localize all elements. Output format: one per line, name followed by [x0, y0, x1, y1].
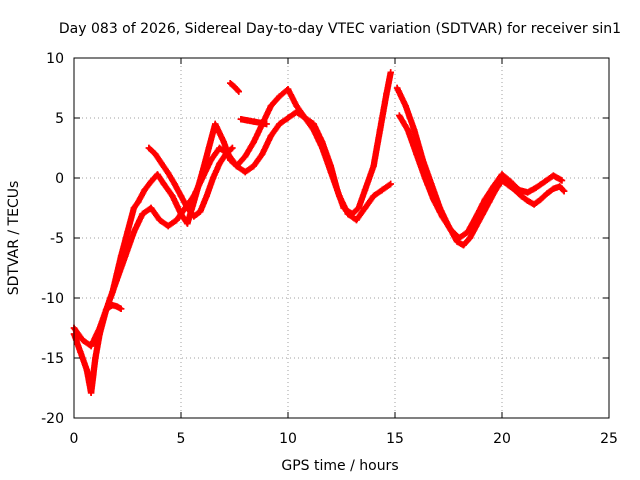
point-track	[145, 144, 236, 220]
x-axis-label: GPS time / hours	[281, 458, 398, 474]
y-tick-label: -10	[41, 291, 64, 307]
x-tick-label: 10	[279, 431, 297, 447]
point-track	[237, 116, 270, 128]
x-tick-label: 15	[386, 431, 404, 447]
grid-layer	[74, 58, 609, 418]
y-tick-label: 10	[46, 51, 64, 67]
series-sat-a	[70, 69, 394, 396]
series-sat-c	[145, 144, 236, 220]
y-tick-label: 0	[55, 171, 64, 187]
x-tick-label: 5	[177, 431, 186, 447]
y-tick-label: -15	[41, 351, 64, 367]
point-track	[70, 69, 394, 396]
y-tick-label: -20	[41, 411, 64, 427]
x-tick-label: 25	[600, 431, 618, 447]
chart-title: Day 083 of 2026, Sidereal Day-to-day VTE…	[59, 21, 621, 37]
series-sat-f	[237, 116, 270, 128]
point-track	[396, 112, 566, 242]
axis-layer: -20 -15 -10 -5 0 5 10 0 5 10 15 20 25	[41, 51, 618, 447]
y-axis-label: SDTVAR / TECUs	[6, 181, 22, 296]
series-sat-e	[227, 80, 242, 95]
x-tick-label: 20	[493, 431, 511, 447]
series-sat-h	[396, 112, 566, 242]
point-track	[227, 80, 242, 95]
y-tick-label: -5	[50, 231, 64, 247]
x-tick-label: 0	[70, 431, 79, 447]
point-track	[105, 302, 125, 312]
data-layer	[70, 69, 568, 396]
y-tick-label: 5	[55, 111, 64, 127]
series-sat-d	[105, 302, 125, 312]
